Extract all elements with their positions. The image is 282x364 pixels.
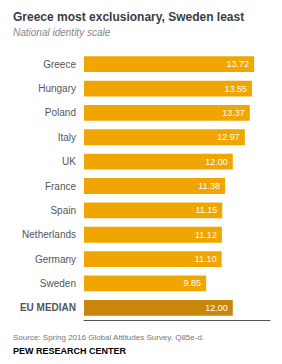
svg-text:UK: UK [62, 156, 76, 167]
svg-text:11.10: 11.10 [195, 254, 217, 264]
svg-text:9.85: 9.85 [184, 278, 202, 288]
svg-text:Italy: Italy [58, 132, 76, 143]
svg-text:Greece most exclusionary, Swed: Greece most exclusionary, Sweden least [13, 10, 244, 24]
svg-text:Hungary: Hungary [38, 83, 76, 94]
svg-text:Spain: Spain [50, 205, 76, 216]
svg-text:France: France [45, 181, 77, 192]
svg-text:Germany: Germany [35, 254, 76, 265]
svg-text:EU MEDIAN: EU MEDIAN [20, 302, 76, 313]
svg-text:11.38: 11.38 [198, 181, 220, 191]
svg-text:11.12: 11.12 [195, 230, 217, 240]
svg-text:Poland: Poland [45, 107, 76, 118]
svg-text:12.00: 12.00 [205, 157, 228, 167]
svg-text:11.15: 11.15 [195, 205, 217, 215]
svg-text:12.97: 12.97 [217, 132, 240, 142]
svg-text:Greece: Greece [43, 59, 76, 70]
svg-text:Sweden: Sweden [40, 278, 76, 289]
svg-text:Netherlands: Netherlands [22, 229, 76, 240]
svg-text:13.72: 13.72 [227, 59, 250, 69]
svg-text:13.37: 13.37 [222, 108, 245, 118]
svg-text:13.55: 13.55 [224, 84, 247, 94]
svg-text:Source: Spring 2016 Global Att: Source: Spring 2016 Global Attitudes Sur… [13, 333, 204, 342]
svg-text:PEW RESEARCH CENTER: PEW RESEARCH CENTER [13, 346, 127, 356]
svg-text:12.00: 12.00 [205, 303, 228, 313]
svg-text:National identity scale: National identity scale [13, 27, 111, 38]
